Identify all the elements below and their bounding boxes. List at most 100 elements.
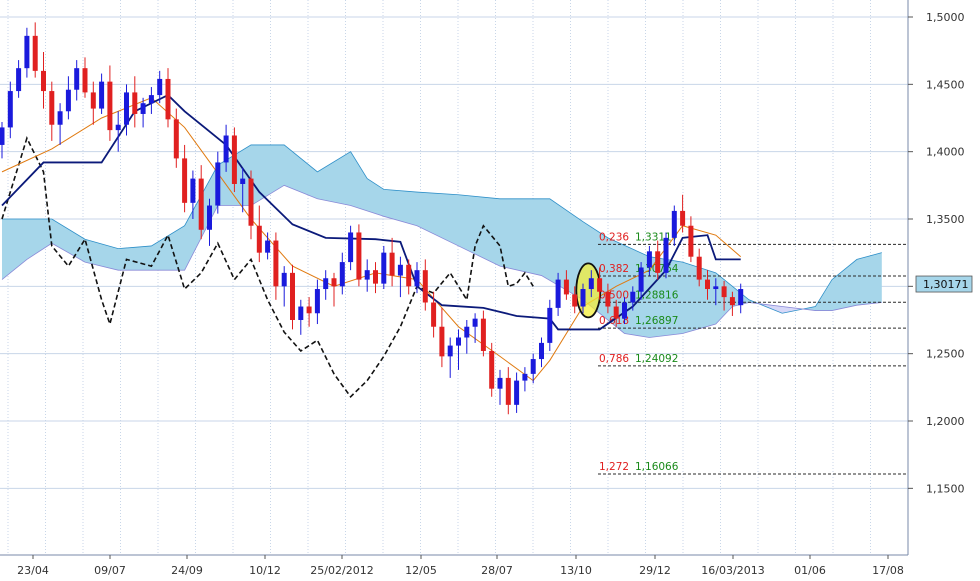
candle-up (57, 111, 63, 125)
candle-down (182, 158, 188, 203)
candle-up (497, 377, 503, 389)
x-tick-label: 25/02/2012 (310, 564, 373, 577)
candle-down (90, 92, 96, 109)
candle-up (397, 264, 403, 276)
candle-up (323, 278, 329, 290)
candle-down (489, 350, 495, 389)
candle-down (173, 119, 179, 159)
candle-down (439, 326, 445, 357)
candle-down (721, 286, 727, 298)
x-tick-label: 17/08 (872, 564, 904, 577)
candle-down (688, 225, 694, 257)
candle-up (646, 251, 652, 268)
candle-down (422, 270, 428, 303)
candle-down (82, 68, 88, 93)
candle-up (215, 162, 221, 206)
y-tick-label: 1,2500 (926, 348, 965, 361)
highlight (575, 262, 602, 319)
candle-up (24, 35, 30, 69)
candle-up (447, 345, 453, 357)
y-tick-label: 1,3500 (926, 213, 965, 226)
candle-down (306, 306, 312, 314)
current-price-label: 1,30171 (923, 278, 969, 291)
candle-down (680, 210, 686, 226)
candle-down (505, 377, 511, 405)
candle-up (140, 103, 146, 114)
x-tick-label: 13/10 (560, 564, 592, 577)
candle-down (248, 178, 254, 226)
candle-down (198, 178, 204, 230)
chikou-span (1, 136, 534, 398)
candle-down (231, 135, 237, 184)
candle-up (414, 270, 420, 287)
x-tick-label: 01/06 (794, 564, 826, 577)
candle-down (49, 91, 55, 125)
candle-down (256, 225, 262, 253)
candle-up (630, 291, 636, 303)
candle-up (115, 124, 121, 131)
candle-up (207, 205, 212, 230)
grid (0, 0, 908, 555)
candle-down (165, 78, 171, 120)
x-tick-label: 23/04 (17, 564, 49, 577)
candle-up (265, 240, 271, 253)
candle-up (124, 92, 129, 125)
fib-ratio-label: 0,786 (599, 353, 629, 365)
y-tick-label: 1,4000 (926, 146, 965, 159)
current-price-box (915, 275, 973, 293)
x-tick-label: 24/09 (171, 564, 203, 577)
x-axis: 23/04 09/07 24/09 10/12 25/02/2012 12/05 28/07… (0, 554, 908, 577)
candle-up (547, 307, 553, 343)
x-tick-label: 29/12 (639, 564, 671, 577)
candle-down (705, 279, 710, 290)
candle-up (456, 337, 461, 346)
x-tick-label: 28/07 (481, 564, 513, 577)
candle-up (223, 135, 229, 163)
candle-down (356, 232, 362, 280)
y-tick-label: 1,5000 (926, 11, 965, 24)
candle-up (671, 210, 677, 238)
candle-up (622, 302, 627, 319)
candle-up (638, 267, 644, 292)
candle-down (373, 270, 378, 284)
cloud-bullish (802, 252, 882, 311)
fib-price-label: 1,16066 (635, 461, 679, 473)
candle-down (331, 278, 337, 287)
candle-up (364, 270, 370, 280)
candle-up (580, 289, 586, 307)
candle-up (514, 380, 520, 405)
senkou-span-a (2, 144, 882, 314)
candle-up (555, 279, 561, 308)
y-tick-label: 1,4500 (926, 78, 965, 91)
candle-up (99, 81, 105, 109)
candle-down (605, 291, 611, 307)
x-tick-label: 16/03/2013 (701, 564, 764, 577)
candle-up (348, 232, 354, 263)
candle-up (339, 262, 345, 287)
candle-down (431, 302, 437, 327)
candle-up (74, 68, 80, 90)
candle-down (32, 35, 38, 71)
fib-price-label: 1,24092 (635, 353, 678, 365)
fib-ratio-label: 0,382 (599, 263, 629, 275)
x-tick-label: 12/05 (405, 564, 437, 577)
candle-up (738, 289, 744, 306)
candle-up (472, 318, 478, 327)
candle-up (539, 342, 544, 360)
candle-up (240, 178, 246, 184)
y-axis: 1,50001,45001,40001,35001,30001,25001,20… (907, 0, 973, 555)
candle-down (290, 272, 295, 321)
candle-up (281, 272, 287, 287)
fib-ratio-label: 1,272 (599, 461, 629, 473)
ichimoku-cloud (1, 144, 882, 338)
candle-down (696, 256, 702, 280)
senkou-span-b (1, 184, 882, 338)
candle-up (16, 68, 22, 92)
candle-up (314, 289, 320, 314)
candle-up (464, 326, 470, 338)
candle-down (563, 279, 569, 295)
candle-up (0, 127, 5, 145)
highlight-ellipse (575, 262, 602, 319)
candle-up (588, 278, 594, 290)
